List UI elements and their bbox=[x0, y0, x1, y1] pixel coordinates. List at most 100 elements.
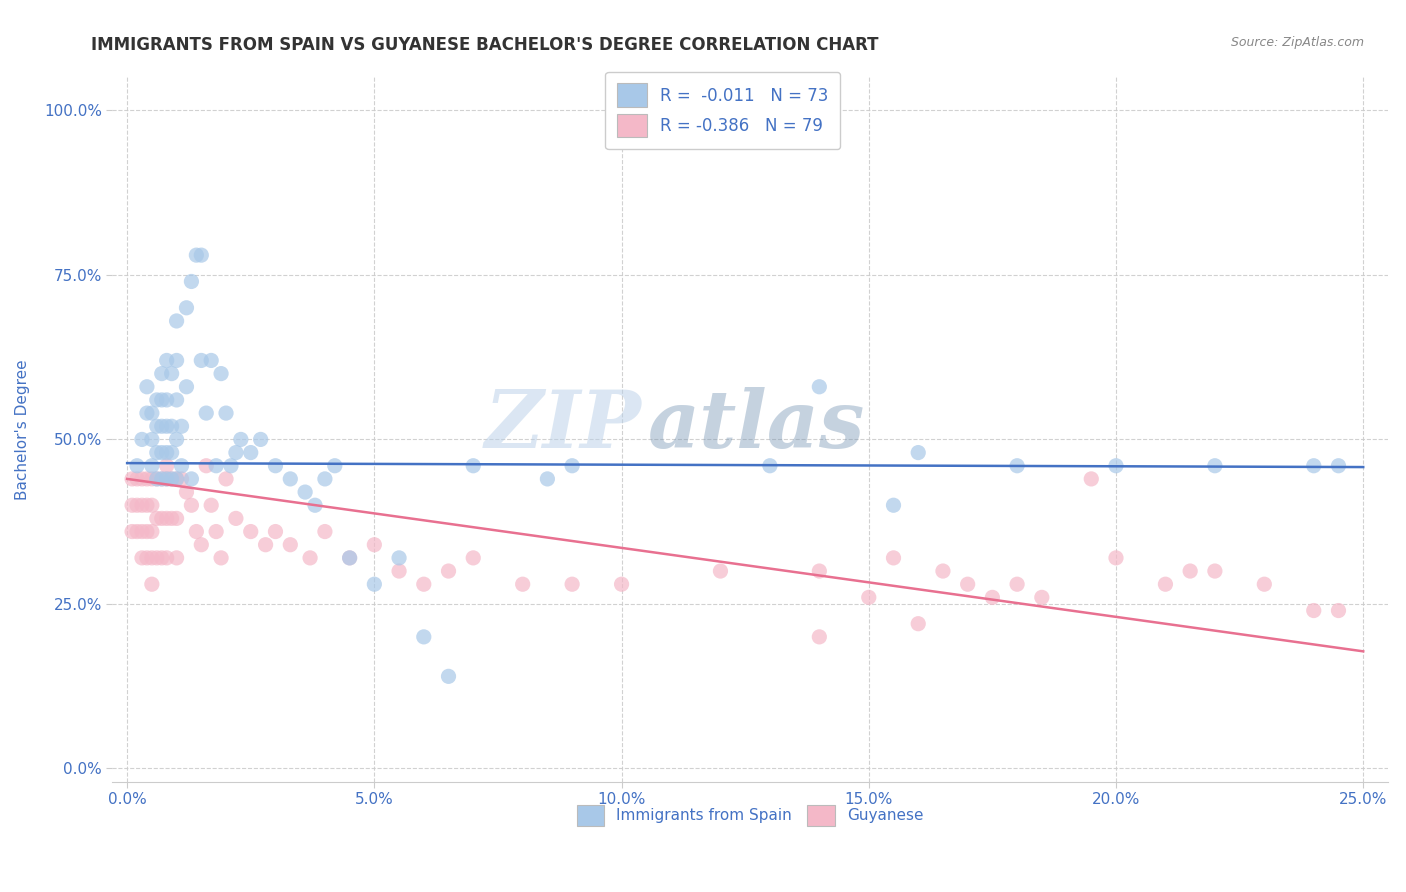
Point bbox=[160, 472, 183, 486]
Point bbox=[146, 472, 169, 486]
Point bbox=[170, 472, 193, 486]
Point bbox=[200, 353, 222, 368]
Point bbox=[131, 550, 153, 565]
Point bbox=[215, 406, 238, 420]
Point bbox=[907, 445, 929, 459]
Point bbox=[339, 550, 361, 565]
Point bbox=[388, 564, 411, 578]
Point bbox=[166, 472, 188, 486]
Point bbox=[610, 577, 633, 591]
Point bbox=[956, 577, 979, 591]
Point bbox=[135, 498, 157, 512]
Point bbox=[160, 367, 183, 381]
Point bbox=[166, 511, 188, 525]
Point bbox=[156, 445, 179, 459]
Point bbox=[907, 616, 929, 631]
Point bbox=[195, 458, 218, 473]
Point bbox=[121, 524, 143, 539]
Point bbox=[254, 538, 277, 552]
Point bbox=[1005, 577, 1028, 591]
Point bbox=[150, 511, 173, 525]
Point bbox=[304, 498, 326, 512]
Point bbox=[363, 577, 385, 591]
Point bbox=[186, 248, 208, 262]
Point bbox=[121, 472, 143, 486]
Point bbox=[166, 392, 188, 407]
Point bbox=[225, 445, 247, 459]
Point bbox=[156, 472, 179, 486]
Point bbox=[160, 445, 183, 459]
Point bbox=[166, 472, 188, 486]
Legend: Immigrants from Spain, Guyanese: Immigrants from Spain, Guyanese bbox=[569, 797, 931, 834]
Point bbox=[150, 392, 173, 407]
Point bbox=[160, 472, 183, 486]
Point bbox=[166, 314, 188, 328]
Point bbox=[339, 550, 361, 565]
Point bbox=[160, 419, 183, 434]
Point bbox=[146, 392, 169, 407]
Point bbox=[150, 550, 173, 565]
Text: ZIP: ZIP bbox=[485, 387, 641, 465]
Point bbox=[156, 353, 179, 368]
Point bbox=[156, 511, 179, 525]
Point bbox=[882, 498, 904, 512]
Point bbox=[146, 445, 169, 459]
Point bbox=[141, 472, 163, 486]
Point bbox=[141, 458, 163, 473]
Point bbox=[146, 511, 169, 525]
Point bbox=[314, 472, 336, 486]
Point bbox=[1204, 458, 1226, 473]
Point bbox=[135, 550, 157, 565]
Point bbox=[561, 577, 583, 591]
Point bbox=[150, 367, 173, 381]
Point bbox=[437, 669, 460, 683]
Point bbox=[412, 630, 434, 644]
Point bbox=[264, 524, 287, 539]
Point bbox=[323, 458, 346, 473]
Point bbox=[388, 550, 411, 565]
Point bbox=[135, 524, 157, 539]
Text: IMMIGRANTS FROM SPAIN VS GUYANESE BACHELOR'S DEGREE CORRELATION CHART: IMMIGRANTS FROM SPAIN VS GUYANESE BACHEL… bbox=[91, 36, 879, 54]
Point bbox=[299, 550, 322, 565]
Point bbox=[176, 301, 198, 315]
Point bbox=[146, 550, 169, 565]
Point bbox=[121, 498, 143, 512]
Point bbox=[146, 472, 169, 486]
Point bbox=[1327, 458, 1350, 473]
Point bbox=[1204, 564, 1226, 578]
Point bbox=[150, 445, 173, 459]
Point bbox=[141, 498, 163, 512]
Point bbox=[808, 564, 831, 578]
Point bbox=[215, 472, 238, 486]
Point bbox=[463, 550, 485, 565]
Point bbox=[190, 538, 212, 552]
Point bbox=[808, 630, 831, 644]
Point bbox=[709, 564, 731, 578]
Point bbox=[561, 458, 583, 473]
Point bbox=[170, 419, 193, 434]
Point bbox=[150, 472, 173, 486]
Point bbox=[1105, 458, 1128, 473]
Point bbox=[141, 433, 163, 447]
Point bbox=[146, 419, 169, 434]
Point bbox=[412, 577, 434, 591]
Point bbox=[166, 433, 188, 447]
Point bbox=[170, 458, 193, 473]
Point bbox=[131, 524, 153, 539]
Point bbox=[156, 419, 179, 434]
Point bbox=[1031, 591, 1053, 605]
Point bbox=[1080, 472, 1102, 486]
Point bbox=[180, 472, 202, 486]
Point bbox=[981, 591, 1004, 605]
Point bbox=[195, 406, 218, 420]
Point bbox=[1105, 550, 1128, 565]
Point bbox=[1178, 564, 1201, 578]
Point bbox=[166, 353, 188, 368]
Point bbox=[1005, 458, 1028, 473]
Point bbox=[882, 550, 904, 565]
Point bbox=[1302, 458, 1324, 473]
Point bbox=[932, 564, 955, 578]
Point bbox=[209, 550, 232, 565]
Point bbox=[166, 550, 188, 565]
Point bbox=[205, 458, 228, 473]
